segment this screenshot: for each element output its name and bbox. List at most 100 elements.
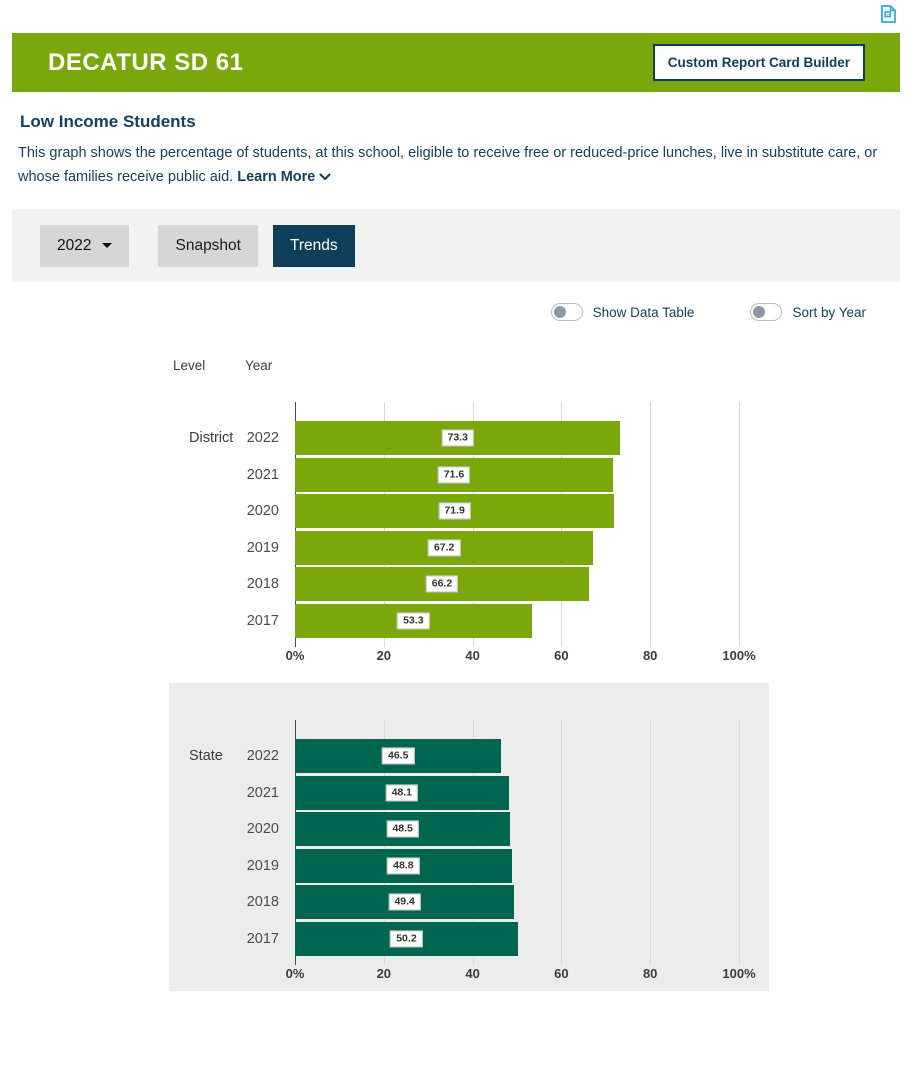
chart-row: District 2022 73.3 — [169, 420, 769, 457]
learn-more-label: Learn More — [237, 169, 316, 185]
custom-report-card-builder-button[interactable]: Custom Report Card Builder — [652, 44, 865, 81]
gridline — [561, 720, 563, 965]
x-axis-tick: 20 — [376, 966, 392, 981]
bar-state-2017[interactable]: 50.2 — [295, 921, 518, 956]
plot-cell: 53.3 — [295, 603, 739, 640]
level-label — [169, 775, 245, 812]
plot-cell: 46.5 — [295, 738, 739, 775]
chart-row: 2020 48.5 — [169, 811, 769, 848]
gridline — [739, 720, 740, 965]
plot-cell: 67.2 — [295, 530, 739, 567]
chart-row: 2017 53.3 — [169, 603, 769, 640]
tab-trends[interactable]: Trends — [272, 224, 355, 267]
year-column-header: Year — [245, 358, 273, 373]
level-label: State — [189, 748, 223, 765]
caret-down-icon — [102, 243, 113, 248]
level-label — [169, 921, 245, 958]
show-data-table-toggle[interactable]: Show Data Table — [550, 303, 695, 321]
bar-district-2018[interactable]: 66.2 — [295, 567, 589, 602]
bar-value-label: 50.2 — [390, 930, 423, 948]
toggle-label: Show Data Table — [592, 304, 695, 320]
chart-row: 2018 49.4 — [169, 884, 769, 921]
x-axis-tick: 100% — [722, 648, 756, 663]
chart-row: 2021 48.1 — [169, 775, 769, 812]
bar-state-2020[interactable]: 48.5 — [295, 812, 511, 847]
year-label: 2019 — [246, 539, 279, 556]
x-axis-tick: 40 — [465, 648, 480, 663]
sort-by-year-toggle[interactable]: Sort by Year — [750, 303, 866, 321]
chart-row: 2018 66.2 — [169, 566, 769, 603]
year-label: 2020 — [246, 503, 279, 520]
year-dropdown[interactable]: 2022 — [40, 224, 130, 267]
state-chart-group: State 2022 46.5 2021 48.1 2020 48.5 2019 48.8 201… — [169, 683, 769, 991]
level-label — [169, 811, 245, 848]
year-label: 2018 — [246, 894, 279, 911]
chart-row: 2020 71.9 — [169, 493, 769, 530]
bar-district-2017[interactable]: 53.3 — [295, 603, 532, 638]
toggle-label: Sort by Year — [792, 304, 866, 320]
bar-district-2019[interactable]: 67.2 — [295, 530, 594, 565]
description-text: This graph shows the percentage of stude… — [18, 145, 878, 185]
year-label: 2020 — [246, 821, 279, 838]
level-label — [169, 848, 245, 885]
plot-cell: 71.9 — [295, 493, 739, 530]
x-axis-tick: 60 — [554, 966, 569, 981]
excel-file-icon — [881, 5, 896, 23]
excel-export-icon[interactable] — [879, 3, 898, 28]
plot-cell: 48.1 — [295, 775, 739, 812]
chart-groups: District 2022 73.3 2021 71.6 2020 71.9 2019 67.2… — [169, 402, 769, 991]
bar-state-2019[interactable]: 48.8 — [295, 848, 512, 883]
bar-value-label: 67.2 — [427, 539, 461, 557]
bar-value-label: 71.6 — [437, 466, 471, 484]
chevron-down-icon — [319, 173, 331, 181]
learn-more-link[interactable]: Learn More — [237, 169, 331, 185]
gridline — [739, 402, 740, 647]
x-axis-labels-row: 0% 20 40 60 80 100% — [169, 957, 769, 985]
bar-district-2020[interactable]: 71.9 — [295, 494, 615, 529]
bar-value-label: 49.4 — [388, 893, 421, 911]
level-label — [169, 884, 245, 921]
year-label: 2021 — [246, 784, 279, 801]
plot-cell: 48.5 — [295, 811, 739, 848]
bar-value-label: 48.1 — [385, 784, 418, 802]
district-chart-group: District 2022 73.3 2021 71.6 2020 71.9 2019 67.2… — [169, 402, 769, 667]
section-description: This graph shows the percentage of stude… — [18, 141, 894, 189]
chart-row: State 2022 46.5 — [169, 738, 769, 775]
level-label: District — [189, 430, 234, 447]
chart-column-headers: Level Year — [169, 358, 769, 373]
toggle-switch-icon — [550, 303, 583, 321]
bar-value-label: 71.9 — [438, 502, 471, 520]
x-axis-tick: 0% — [285, 966, 305, 981]
x-axis-tick: 80 — [642, 648, 658, 663]
bar-district-2022[interactable]: 73.3 — [295, 421, 621, 456]
bar-value-label: 46.5 — [382, 747, 415, 765]
x-axis-tick: 100% — [722, 966, 756, 981]
level-label — [169, 457, 245, 494]
chart-options-row: Show Data Table Sort by Year — [24, 303, 888, 321]
plot-cell: 71.6 — [295, 457, 739, 494]
level-column-header: Level — [173, 358, 206, 373]
bar-value-label: 53.3 — [397, 612, 430, 630]
bar-state-2022[interactable]: 46.5 — [295, 739, 502, 774]
plot-cell: 49.4 — [295, 884, 739, 921]
gridline — [650, 720, 652, 965]
x-axis-labels: 0% 20 40 60 80 100% — [286, 957, 756, 985]
controls-bar: 2022 Snapshot Trends — [12, 209, 900, 282]
tab-snapshot[interactable]: Snapshot — [158, 224, 258, 267]
bar-state-2018[interactable]: 49.4 — [295, 885, 515, 920]
year-label: 2019 — [246, 857, 279, 874]
x-axis-tick: 20 — [376, 648, 392, 663]
bar-district-2021[interactable]: 71.6 — [295, 457, 613, 492]
level-label — [169, 493, 245, 530]
x-axis-tick: 40 — [465, 966, 480, 981]
x-axis-labels-row: 0% 20 40 60 80 100% — [169, 639, 769, 667]
year-label: 2018 — [246, 576, 279, 593]
x-axis-labels: 0% 20 40 60 80 100% — [286, 639, 756, 667]
chart-row: 2019 48.8 — [169, 848, 769, 885]
bar-value-label: 48.5 — [386, 820, 419, 838]
year-label: 2021 — [246, 466, 279, 483]
bar-state-2021[interactable]: 48.1 — [295, 775, 509, 810]
bar-value-label: 73.3 — [441, 429, 474, 447]
gridline — [650, 402, 652, 647]
chart-row: 2021 71.6 — [169, 457, 769, 494]
